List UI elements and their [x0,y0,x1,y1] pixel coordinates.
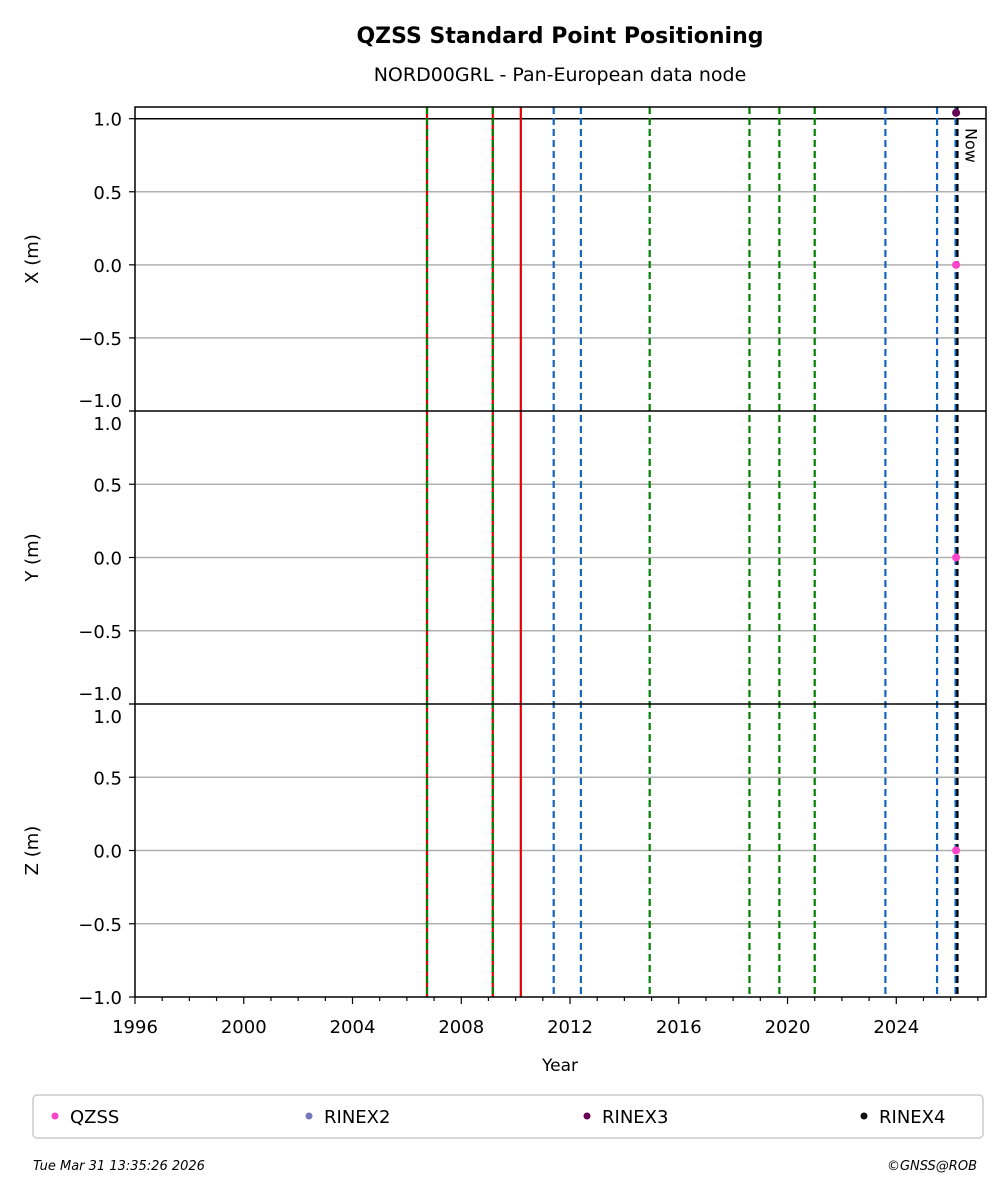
plot-frame [134,106,987,998]
y-tick-label: −0.5 [78,622,122,643]
legend [32,1094,984,1139]
legend-marker [51,1112,59,1120]
y-tick-label: −0.5 [78,915,122,936]
footer-credit: ©GNSS@ROB [887,1159,977,1174]
data-point [952,260,961,269]
y-axis-label: X (m) [22,234,43,284]
x-tick-label: 2012 [547,1017,593,1038]
x-tick-label: 2016 [656,1017,702,1038]
x-tick-label: 2024 [873,1017,919,1038]
x-tick-label: 2008 [438,1017,484,1038]
y-tick-label: 0.5 [93,475,122,496]
legend-label: RINEX2 [324,1107,390,1128]
y-tick-label: −0.5 [78,329,122,350]
data-point [952,108,961,117]
legend-marker [583,1112,591,1120]
legend-label: QZSS [70,1107,119,1128]
x-axis-label: Year [541,1056,578,1076]
x-tick-label: 2000 [221,1017,267,1038]
now-label: Now [961,128,980,163]
legend-marker [305,1112,313,1120]
chart-subtitle: NORD00GRL - Pan-European data node [374,64,747,86]
x-tick-label: 2004 [330,1017,376,1038]
y-tick-label: −1.0 [78,988,122,1009]
data-point [952,553,961,562]
legend-label: RINEX4 [879,1107,945,1128]
legend-label: RINEX3 [602,1107,668,1128]
y-tick-label: 0.0 [93,549,122,570]
y-tick-label: 0.0 [93,842,122,863]
footer-timestamp: Tue Mar 31 13:35:26 2026 [33,1159,205,1174]
y-axis-label: Y (m) [22,533,43,582]
x-tick-label: 1996 [112,1017,158,1038]
y-tick-label: 1.0 [93,110,122,131]
y-tick-label: 1.0 [93,707,122,728]
chart-title: QZSS Standard Point Positioning [356,24,763,49]
y-axis-label: Z (m) [22,826,43,876]
y-tick-label: 0.5 [93,183,122,204]
y-tick-label: 0.5 [93,768,122,789]
y-tick-label: 0.0 [93,256,122,277]
y-tick-label: −1.0 [78,391,122,412]
y-tick-label: 1.0 [93,414,122,435]
x-tick-label: 2020 [765,1017,811,1038]
y-tick-label: −1.0 [78,684,122,705]
data-point [952,846,961,855]
legend-marker [860,1112,868,1120]
